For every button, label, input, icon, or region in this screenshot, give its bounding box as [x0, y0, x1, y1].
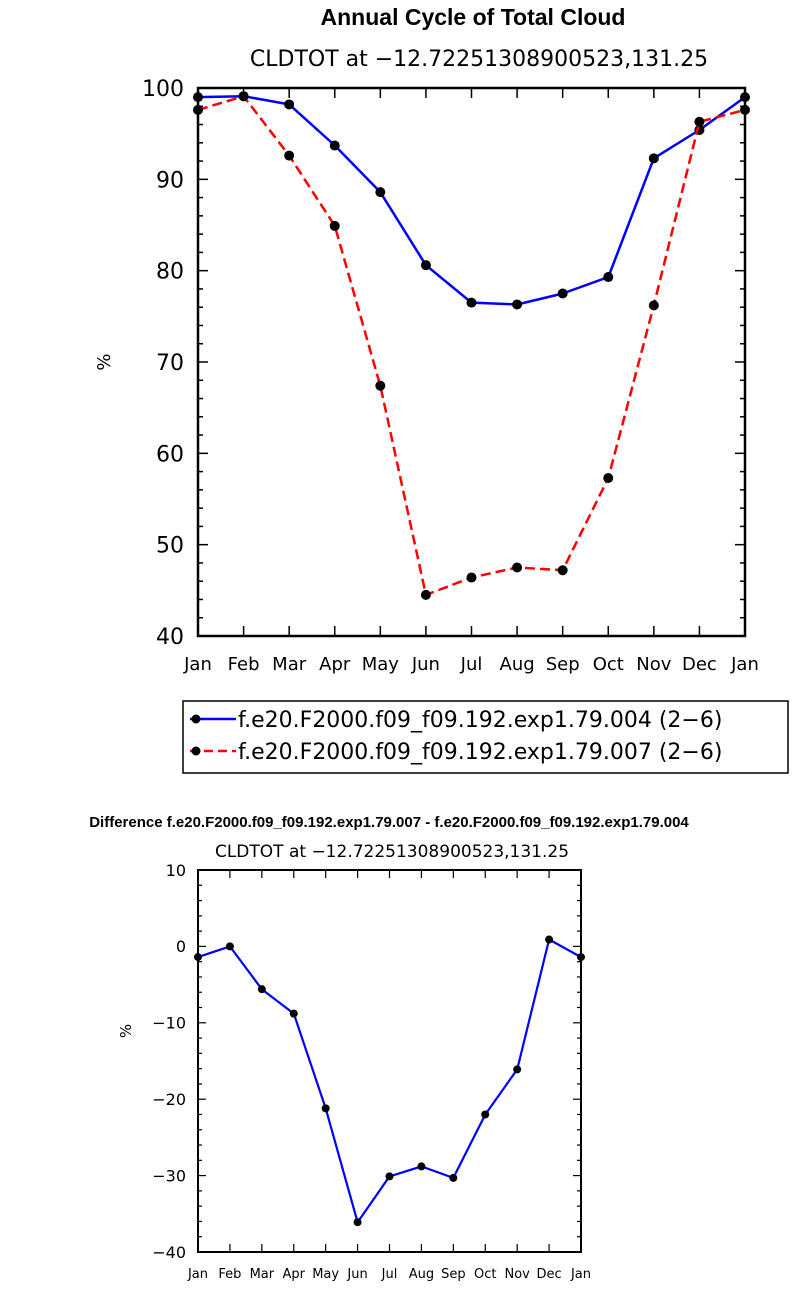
y-tick-label: −20 [152, 1090, 186, 1109]
data-point [375, 187, 386, 198]
x-tick-label: Aug [500, 654, 535, 675]
y-tick-label: 70 [156, 351, 184, 376]
x-tick-label: Oct [474, 1267, 496, 1282]
chart-title: Annual Cycle of Total Cloud [321, 4, 626, 30]
x-tick-label: Mar [272, 654, 307, 675]
x-tick-label: Aug [409, 1267, 434, 1282]
x-tick-label: Feb [218, 1267, 241, 1282]
x-tick-label: Mar [250, 1267, 275, 1282]
data-point [321, 1104, 330, 1113]
difference-y-axis-label: % [117, 1024, 135, 1038]
data-point [694, 116, 705, 127]
y-tick-label: 50 [156, 534, 184, 559]
data-point [284, 150, 295, 161]
x-tick-label: Nov [504, 1267, 530, 1282]
data-point [648, 300, 659, 311]
chart-subtitle: CLDTOT at −12.72251308900523,131.25 [250, 47, 708, 72]
data-point [289, 1009, 298, 1018]
x-tick-label: Jan [183, 654, 212, 675]
plot-area-annual-cycle: Jan Feb Mar Apr May Jun Jul Aug Sep Oct Nov Dec Jan 4… [142, 77, 759, 675]
x-tick-label: May [362, 654, 400, 675]
legend-label-004: f.e20.F2000.f09_f09.192.exp1.79.004 (2−6… [238, 708, 722, 733]
y-tick-label: 60 [156, 442, 184, 467]
y-tick-label: 80 [156, 260, 184, 285]
x-tick-label: Apr [283, 1267, 306, 1282]
data-point [194, 953, 202, 962]
y-axis-label: % [94, 353, 115, 370]
data-point [557, 288, 568, 299]
data-point [329, 140, 340, 151]
x-tick-label: Jun [346, 1267, 367, 1282]
y-tick-label: 40 [156, 625, 184, 650]
data-point [466, 297, 477, 308]
data-point [385, 1172, 394, 1181]
data-point [545, 935, 554, 944]
data-point [353, 1218, 362, 1227]
difference-chart-title: Difference f.e20.F2000.f09_f09.192.exp1.… [89, 814, 689, 831]
data-point [513, 1065, 522, 1074]
data-point [648, 153, 659, 164]
y-tick-label: −30 [152, 1166, 186, 1185]
y-tick-label: 10 [166, 861, 186, 880]
x-tick-label: Jan [730, 654, 759, 675]
data-point [193, 104, 203, 115]
data-point [449, 1173, 458, 1182]
x-tick-label: Jul [381, 1267, 398, 1282]
x-tick-label: Sep [546, 654, 580, 675]
x-tick-label: Jul [460, 654, 483, 675]
data-point [603, 272, 614, 283]
data-point [603, 472, 614, 483]
plot-frame [197, 869, 582, 1253]
x-tick-label: May [312, 1267, 339, 1282]
x-tick-label: Sep [441, 1267, 466, 1282]
legend-box [182, 700, 789, 774]
data-point [740, 104, 750, 115]
x-tick-label: Jan [570, 1267, 591, 1282]
data-point [512, 562, 523, 573]
x-tick-label: Dec [682, 654, 717, 675]
series-line-1 [197, 94, 746, 597]
x-tick-label: Jun [411, 654, 440, 675]
data-point [577, 953, 585, 962]
y-tick-label: 90 [156, 168, 184, 193]
data-point [466, 572, 477, 583]
legend: f.e20.F2000.f09_f09.192.exp1.79.004 (2−6… [182, 700, 789, 774]
legend-marker-004 [191, 714, 201, 724]
data-point [557, 565, 568, 576]
plot-area-difference: Jan Feb Mar Apr May Jun Jul Aug Sep Oct Nov Dec Jan−… [152, 861, 591, 1282]
legend-marker-007 [191, 746, 201, 756]
y-tick-label: −10 [152, 1014, 186, 1033]
data-point [375, 380, 386, 391]
x-tick-label: Jan [187, 1267, 208, 1282]
y-tick-label: 0 [176, 937, 186, 956]
x-tick-label: Oct [593, 654, 624, 675]
data-point [740, 92, 750, 103]
data-point [225, 942, 234, 951]
data-point [420, 589, 431, 600]
data-point [481, 1110, 490, 1119]
x-tick-label: Nov [636, 654, 671, 675]
data-point [417, 1162, 426, 1171]
legend-label-007: f.e20.F2000.f09_f09.192.exp1.79.007 (2−6… [238, 740, 722, 765]
difference-chart-subtitle: CLDTOT at −12.72251308900523,131.25 [215, 842, 569, 862]
data-point [512, 299, 523, 310]
data-point [193, 92, 203, 103]
data-point [238, 91, 249, 102]
data-point [257, 985, 266, 994]
x-tick-label: Feb [228, 654, 260, 675]
y-tick-label: −40 [152, 1243, 186, 1262]
data-point [420, 260, 431, 271]
data-point [284, 99, 295, 110]
x-tick-label: Dec [537, 1267, 562, 1282]
data-point [329, 220, 340, 231]
plot-frame [196, 86, 747, 638]
y-tick-label: 100 [142, 77, 184, 102]
x-tick-label: Apr [319, 654, 351, 675]
